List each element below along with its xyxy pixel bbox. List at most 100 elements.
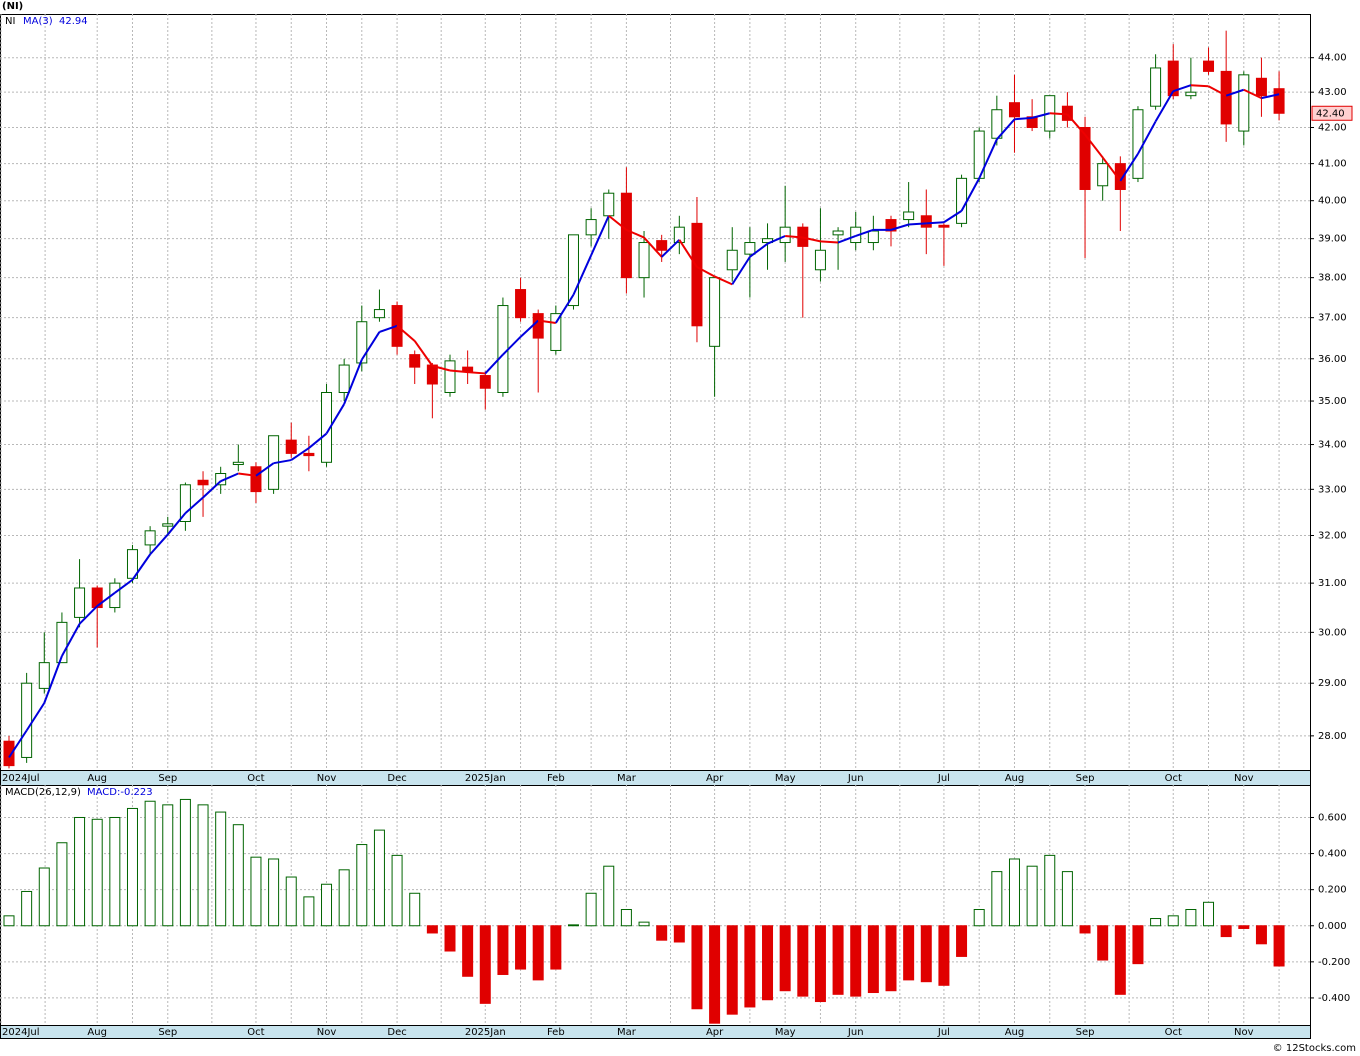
y-tick-label: 34.00 bbox=[1318, 440, 1347, 451]
ma-line bbox=[1137, 120, 1157, 155]
x-tick-label: Aug bbox=[1005, 1027, 1025, 1038]
macd-bar bbox=[1044, 854, 1056, 927]
candle-body bbox=[74, 587, 86, 618]
x-tick-label: Apr bbox=[706, 1027, 724, 1038]
candle-body bbox=[885, 219, 897, 232]
candle-body bbox=[1079, 126, 1091, 190]
legend-ticker: NI bbox=[5, 16, 15, 27]
y-tick-label: 0.200 bbox=[1318, 885, 1347, 896]
ma-line bbox=[1049, 112, 1068, 116]
x-tick-label: Feb bbox=[547, 773, 565, 784]
macd-bar bbox=[3, 915, 15, 927]
candle-body bbox=[444, 360, 456, 393]
candle-body bbox=[515, 289, 527, 319]
macd-value: MACD:-0.223 bbox=[87, 787, 153, 798]
candle-body bbox=[814, 249, 826, 271]
macd-bar bbox=[1220, 925, 1232, 938]
x-tick-label: Aug bbox=[87, 773, 107, 784]
legend-ma: MA(3) bbox=[23, 16, 53, 27]
legend-ma-value: 42.94 bbox=[59, 16, 88, 27]
macd-bar bbox=[179, 798, 191, 927]
candle-body bbox=[956, 177, 968, 224]
x-tick-label: Jun bbox=[847, 773, 864, 784]
macd-bar bbox=[550, 925, 562, 970]
y-tick-label: 41.00 bbox=[1318, 159, 1347, 170]
ma-line bbox=[538, 319, 556, 324]
ma-line bbox=[978, 138, 998, 179]
macd-bar bbox=[638, 921, 650, 927]
ma-line bbox=[996, 118, 1016, 140]
candle-body bbox=[1097, 163, 1109, 187]
macd-bar bbox=[91, 818, 103, 927]
x-tick-label: May bbox=[775, 773, 796, 784]
ma-line bbox=[1066, 113, 1086, 136]
macd-bar bbox=[797, 925, 809, 997]
macd-bar bbox=[215, 811, 227, 927]
candle-body bbox=[779, 226, 791, 244]
x-tick-label: Feb bbox=[547, 1027, 565, 1038]
candle-body bbox=[1150, 67, 1162, 107]
x-tick-label: Sep bbox=[158, 773, 177, 784]
candle-body bbox=[585, 219, 597, 236]
macd-bar bbox=[903, 925, 915, 981]
ma-line bbox=[1190, 84, 1209, 88]
candle-body bbox=[673, 226, 685, 244]
candle-body bbox=[356, 321, 368, 364]
ma-line bbox=[413, 340, 434, 367]
macd-bar bbox=[867, 925, 879, 994]
candle-body bbox=[726, 249, 738, 271]
ma-line bbox=[8, 729, 28, 758]
candle-body bbox=[867, 230, 879, 244]
macd-bar bbox=[391, 854, 403, 927]
macd-bar bbox=[1114, 925, 1126, 995]
x-tick-label: Aug bbox=[87, 1027, 107, 1038]
y-tick-label: 39.00 bbox=[1318, 234, 1347, 245]
ma-line bbox=[1154, 90, 1175, 122]
macd-bar bbox=[779, 925, 791, 992]
macd-bar bbox=[1097, 925, 1109, 961]
macd-bar bbox=[373, 829, 385, 927]
macd-bar bbox=[144, 800, 156, 927]
macd-bar bbox=[920, 925, 932, 983]
x-tick-label: Sep bbox=[158, 1027, 177, 1038]
macd-bar bbox=[744, 925, 756, 1008]
x-tick-label: Nov bbox=[317, 1027, 337, 1038]
macd-bar bbox=[162, 804, 174, 927]
ma-line bbox=[1172, 84, 1192, 93]
ma-line bbox=[432, 364, 451, 372]
macd-bar bbox=[321, 883, 333, 927]
candle-body bbox=[3, 740, 15, 767]
macd-bar bbox=[532, 925, 544, 981]
y-tick-label: -0.200 bbox=[1318, 957, 1350, 968]
macd-bar bbox=[850, 925, 862, 997]
candle-body bbox=[938, 224, 950, 228]
candle-body bbox=[91, 587, 103, 609]
ma-line bbox=[855, 228, 874, 237]
ma-line bbox=[820, 240, 839, 244]
ma-line bbox=[1101, 156, 1122, 182]
ma-line bbox=[273, 459, 292, 465]
candle-body bbox=[603, 192, 615, 217]
macd-bar bbox=[1008, 858, 1020, 927]
x-tick-label: 2024Jul bbox=[2, 1027, 40, 1038]
y-tick-label: 30.00 bbox=[1318, 627, 1347, 638]
ma-line bbox=[660, 239, 681, 258]
y-tick-label: 43.00 bbox=[1318, 87, 1347, 98]
candle-body bbox=[1273, 88, 1285, 114]
macd-bar bbox=[885, 925, 897, 992]
macd-bar bbox=[726, 925, 738, 1015]
macd-bar bbox=[232, 824, 244, 927]
x-tick-label: 2025Jan bbox=[465, 1027, 506, 1038]
ma-line bbox=[572, 254, 593, 296]
ma-line bbox=[343, 359, 363, 405]
ma-line bbox=[202, 480, 222, 499]
macd-title: MACD(26,12,9) bbox=[5, 787, 81, 798]
macd-bar bbox=[74, 816, 86, 927]
candle-body bbox=[1026, 116, 1038, 128]
candle-body bbox=[1238, 74, 1250, 132]
ma-line bbox=[749, 242, 769, 258]
candle-body bbox=[620, 192, 632, 279]
macd-bar bbox=[1255, 925, 1267, 945]
candle-body bbox=[409, 354, 421, 368]
